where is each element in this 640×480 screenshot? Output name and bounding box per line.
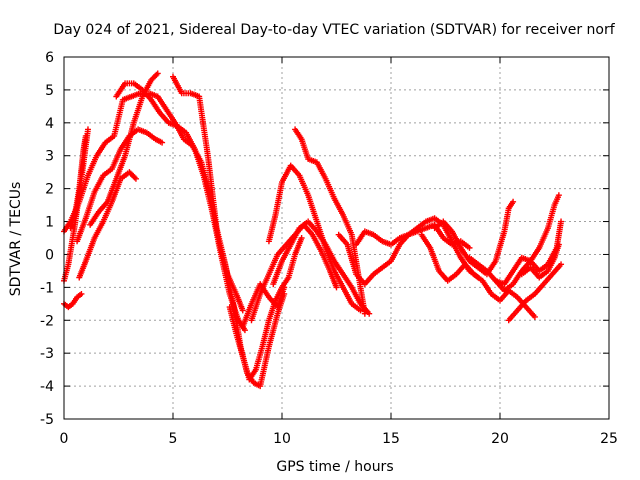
x-tick-label: 10: [273, 431, 291, 447]
x-tick-label: 20: [491, 431, 509, 447]
y-tick-label: 4: [45, 116, 54, 132]
series-sat-q: [353, 215, 482, 281]
data-point: [555, 192, 562, 199]
axis-ticks: [63, 56, 610, 420]
y-tick-label: -2: [40, 313, 54, 329]
data-point: [154, 70, 161, 77]
grid-lines: [63, 56, 610, 420]
data-point: [466, 244, 473, 251]
x-tick-label: 5: [169, 431, 178, 447]
series-sat-t: [466, 192, 562, 294]
data-point: [361, 310, 368, 317]
data-point: [84, 126, 91, 133]
y-tick-label: 1: [45, 215, 54, 231]
data-point: [281, 284, 288, 291]
x-axis-label: GPS time / hours: [276, 459, 393, 475]
y-axis-label: SDTVAR / TECUs: [8, 182, 24, 297]
y-tick-label: -5: [40, 412, 54, 428]
series-sat-p: [335, 221, 473, 288]
y-tick-label: 3: [45, 149, 54, 165]
series-sat-n: [265, 162, 364, 314]
y-tick-label: 0: [45, 247, 54, 263]
y-tick-label: 2: [45, 182, 54, 198]
data-point: [132, 175, 139, 182]
data-marks: [61, 70, 565, 390]
y-tick-label: -1: [40, 280, 54, 296]
data-point: [531, 313, 538, 320]
series-sat-u: [505, 261, 565, 324]
data-point: [357, 307, 364, 314]
data-point: [558, 218, 565, 225]
x-tick-label: 25: [600, 431, 618, 447]
series-sat-l: [248, 221, 340, 324]
plot-frame: [63, 56, 610, 420]
series-sat-j: [226, 235, 305, 383]
y-tick-label: -3: [40, 346, 54, 362]
data-point: [239, 307, 246, 314]
series-sat-r: [418, 231, 538, 320]
series-sat-b: [74, 126, 166, 245]
chart-title: Day 024 of 2021, Sidereal Day-to-day VTE…: [53, 22, 615, 38]
x-tick-label: 0: [60, 431, 69, 447]
y-tick-label: 6: [45, 50, 54, 66]
x-tick-label: 15: [382, 431, 400, 447]
data-point: [510, 198, 517, 205]
data-point: [555, 241, 562, 248]
data-point: [241, 327, 248, 334]
y-tick-labels: -5 -4 -3 -2 -1 0 1 2 3 4 5 6: [40, 50, 54, 428]
y-tick-label: -4: [40, 379, 54, 395]
series-sat-g: [87, 70, 161, 228]
series-sat-d: [67, 132, 89, 232]
data-point: [78, 290, 85, 297]
x-tick-labels: 0 5 10 15 20 25: [60, 431, 618, 447]
series-sat-e: [61, 290, 85, 311]
data-point: [298, 235, 305, 241]
series-sat-s: [431, 198, 517, 278]
data-point: [159, 139, 166, 146]
y-tick-label: 5: [45, 83, 54, 99]
data-point: [82, 132, 89, 139]
series-sat-w: [518, 241, 562, 281]
data-point: [333, 284, 340, 291]
data-point: [558, 261, 565, 268]
